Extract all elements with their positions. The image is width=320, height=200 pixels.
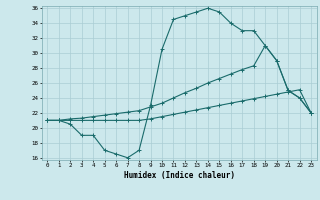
X-axis label: Humidex (Indice chaleur): Humidex (Indice chaleur) [124, 171, 235, 180]
